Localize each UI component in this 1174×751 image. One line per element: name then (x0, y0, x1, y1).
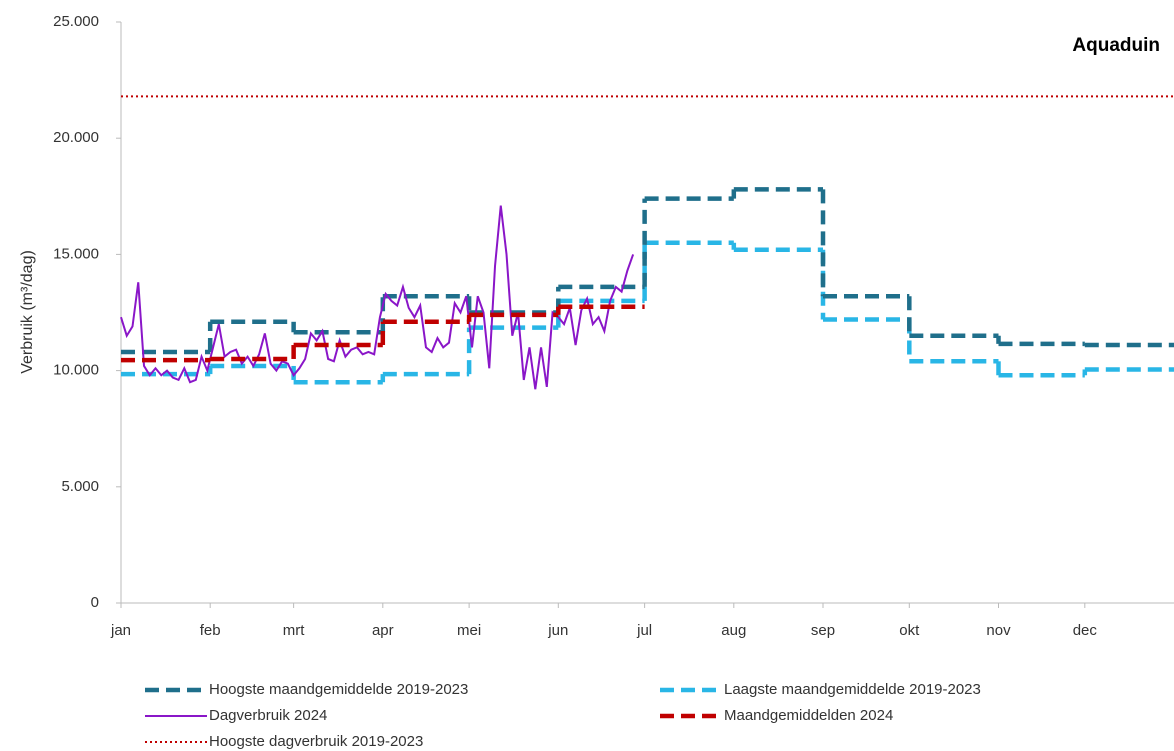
annotation: Aquaduin (1072, 35, 1160, 56)
x-tick-label: mei (457, 622, 481, 639)
legend-label: Maandgemiddelden 2024 (724, 707, 893, 724)
x-tick-label: aug (721, 622, 746, 639)
legend-label: Laagste maandgemiddelde 2019-2023 (724, 681, 981, 698)
y-axis-label: Verbruik (m³/dag) (19, 250, 36, 374)
y-tick-label: 20.000 (53, 129, 99, 146)
y-tick-label: 10.000 (53, 362, 99, 379)
x-tick-label: dec (1073, 622, 1098, 639)
x-tick-label: jun (547, 622, 568, 639)
x-tick-label: apr (372, 622, 394, 639)
x-tick-label: mrt (283, 622, 305, 639)
y-tick-label: 5.000 (61, 478, 99, 495)
y-tick-label: 15.000 (53, 245, 99, 262)
legend-label: Hoogste dagverbruik 2019-2023 (209, 733, 423, 750)
legend-label: Hoogste maandgemiddelde 2019-2023 (209, 681, 468, 698)
x-tick-label: jan (110, 622, 131, 639)
y-tick-label: 25.000 (53, 13, 99, 30)
x-tick-label: jul (636, 622, 652, 639)
line-series (120, 205, 635, 390)
x-tick-label: nov (986, 622, 1011, 639)
x-tick-label: feb (200, 622, 221, 639)
x-tick-label: okt (899, 622, 920, 639)
y-tick-label: 0 (91, 594, 99, 611)
legend-label: Dagverbruik 2024 (209, 707, 327, 724)
x-tick-label: sep (811, 622, 835, 639)
